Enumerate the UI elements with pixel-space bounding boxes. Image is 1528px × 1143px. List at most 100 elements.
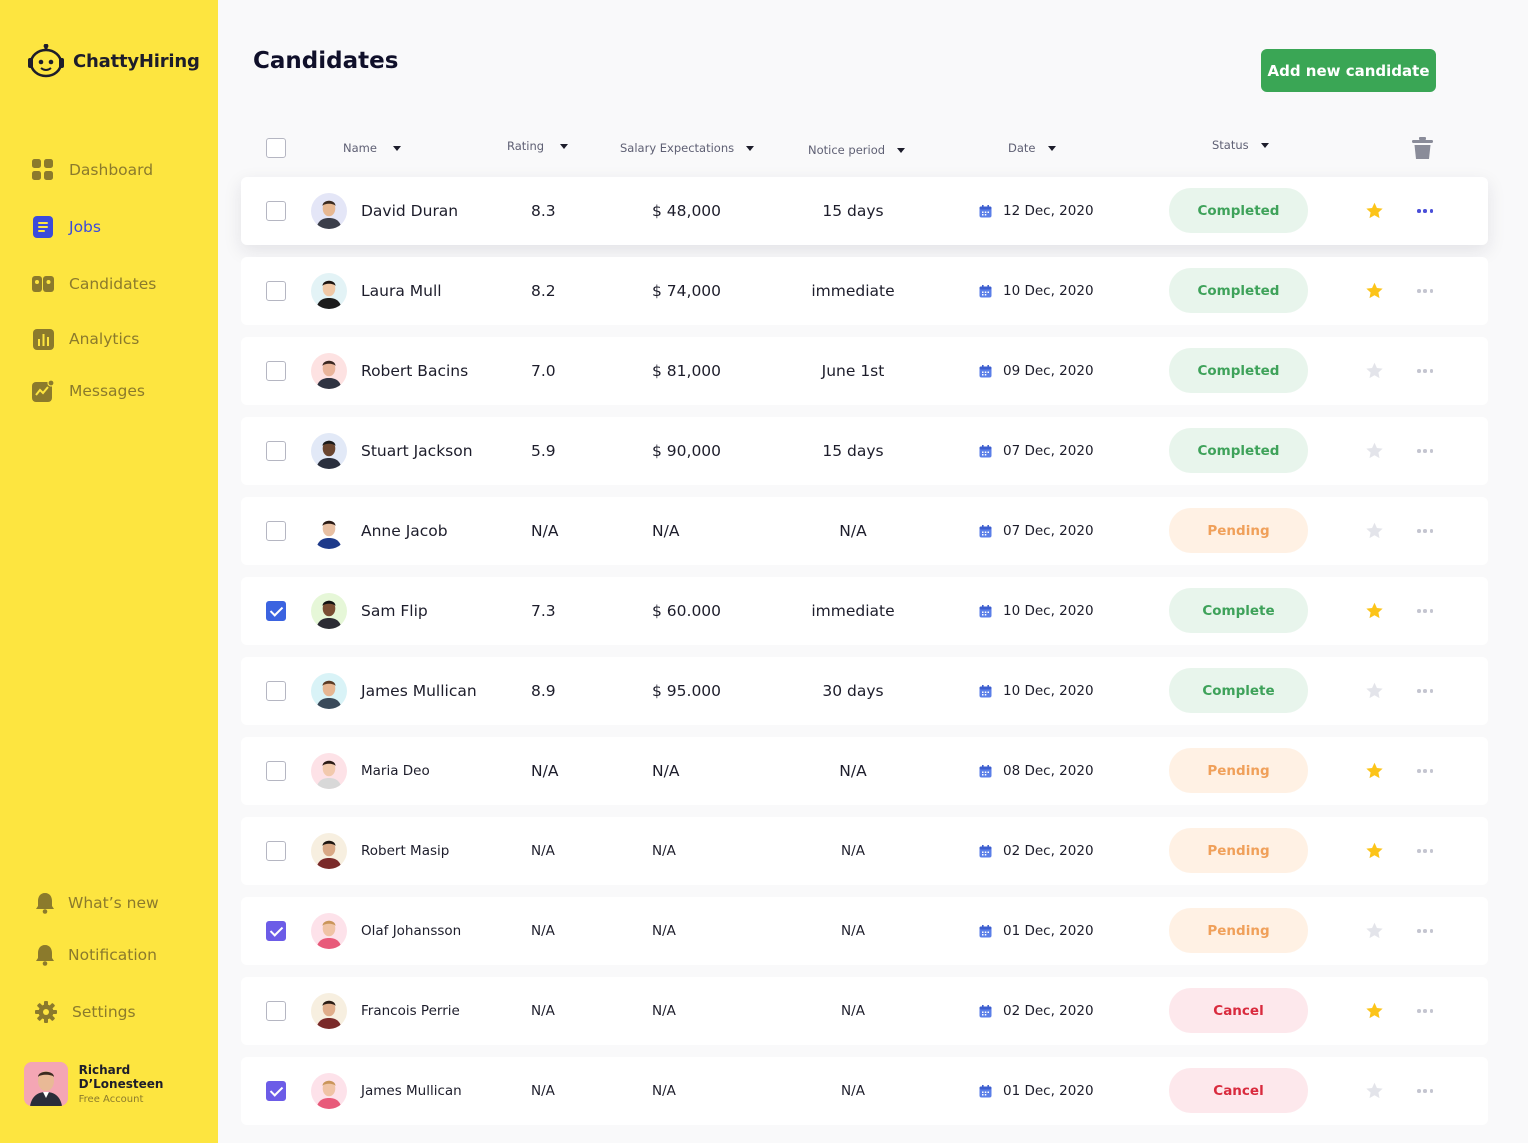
app-name: ChattyHiring xyxy=(73,50,200,72)
nav-label: Messages xyxy=(69,382,146,400)
more-options-icon[interactable] xyxy=(1417,1007,1433,1015)
candidate-name: Maria Deo xyxy=(361,763,430,779)
candidate-name: Francois Perrie xyxy=(361,1003,460,1019)
status-badge[interactable]: Pending xyxy=(1169,508,1308,553)
row-checkbox[interactable] xyxy=(266,361,286,381)
star-icon[interactable] xyxy=(1365,762,1384,780)
avatar xyxy=(311,913,347,949)
more-options-icon[interactable] xyxy=(1417,207,1433,215)
trash-icon[interactable] xyxy=(1412,137,1433,159)
more-options-icon[interactable] xyxy=(1417,847,1433,855)
table-row[interactable]: David Duran 8.3 $ 48,000 15 days 12 Dec, 20… xyxy=(241,177,1488,245)
nav-item-messages[interactable]: Messages xyxy=(32,380,145,402)
notice-period-value: N/A xyxy=(841,843,865,859)
add-new-candidate-button[interactable]: Add new candidate xyxy=(1261,49,1436,92)
nav-item-settings[interactable]: Settings xyxy=(35,1001,136,1023)
table-row[interactable]: Laura Mull 8.2 $ 74,000 immediate 10 Dec, 2… xyxy=(241,257,1488,325)
status-badge[interactable]: Completed xyxy=(1169,188,1308,233)
rating-value: N/A xyxy=(531,1003,555,1019)
nav-item-notification[interactable]: Notification xyxy=(34,944,157,966)
column-header-label: Notice period xyxy=(808,143,886,157)
table-row[interactable]: James Mullican 8.9 $ 95.000 30 days 10 Dec,… xyxy=(241,657,1488,725)
nav-item-candidates[interactable]: Candidates xyxy=(32,273,156,295)
row-checkbox[interactable] xyxy=(266,601,286,621)
more-options-icon[interactable] xyxy=(1417,687,1433,695)
star-icon[interactable] xyxy=(1365,202,1384,220)
column-header-name[interactable]: Name xyxy=(343,128,401,168)
table-row[interactable]: Robert Bacins 7.0 $ 81,000 June 1st 09 Dec,… xyxy=(241,337,1488,405)
status-badge[interactable]: Complete xyxy=(1169,588,1308,633)
date-value: 01 Dec, 2020 xyxy=(1003,1083,1094,1099)
calendar-icon xyxy=(979,364,992,377)
row-checkbox[interactable] xyxy=(266,281,286,301)
nav-item-analytics[interactable]: Analytics xyxy=(32,328,139,350)
row-checkbox[interactable] xyxy=(266,761,286,781)
more-options-icon[interactable] xyxy=(1417,1087,1433,1095)
user-profile[interactable]: Richard D’Lonesteen Free Account xyxy=(24,1062,218,1106)
more-options-icon[interactable] xyxy=(1417,287,1433,295)
star-icon[interactable] xyxy=(1365,842,1384,860)
star-icon[interactable] xyxy=(1365,1002,1384,1020)
robot-logo-icon xyxy=(28,44,64,78)
status-badge[interactable]: Completed xyxy=(1169,428,1308,473)
star-icon[interactable] xyxy=(1365,682,1384,700)
status-badge[interactable]: Pending xyxy=(1169,828,1308,873)
status-badge[interactable]: Cancel xyxy=(1169,1068,1308,1113)
avatar xyxy=(311,1073,347,1109)
column-header-rating[interactable]: Rating xyxy=(507,126,569,166)
status-badge[interactable]: Completed xyxy=(1169,268,1308,313)
row-checkbox[interactable] xyxy=(266,1001,286,1021)
row-checkbox[interactable] xyxy=(266,681,286,701)
star-icon[interactable] xyxy=(1365,922,1384,940)
row-checkbox[interactable] xyxy=(266,1081,286,1101)
star-icon[interactable] xyxy=(1365,282,1384,300)
nav-item-jobs[interactable]: Jobs xyxy=(32,216,101,238)
table-row[interactable]: Maria Deo N/A N/A N/A 08 Dec, 2020 Pending xyxy=(241,737,1488,805)
status-badge[interactable]: Completed xyxy=(1169,348,1308,393)
select-all-checkbox[interactable] xyxy=(266,138,286,158)
more-options-icon[interactable] xyxy=(1417,767,1433,775)
nav-item-dashboard[interactable]: Dashboard xyxy=(32,159,153,181)
star-icon[interactable] xyxy=(1365,442,1384,460)
date-value: 12 Dec, 2020 xyxy=(1003,203,1094,219)
table-row[interactable]: Anne Jacob N/A N/A N/A 07 Dec, 2020 Pending xyxy=(241,497,1488,565)
date-cell: 01 Dec, 2020 xyxy=(979,897,1094,965)
table-row[interactable]: Robert Masip N/A N/A N/A 02 Dec, 2020 Pendin… xyxy=(241,817,1488,885)
more-options-icon[interactable] xyxy=(1417,367,1433,375)
star-icon[interactable] xyxy=(1365,602,1384,620)
row-checkbox[interactable] xyxy=(266,921,286,941)
column-header-date[interactable]: Date xyxy=(1008,128,1056,168)
date-value: 07 Dec, 2020 xyxy=(1003,443,1094,459)
table-row[interactable]: Francois Perrie N/A N/A N/A 02 Dec, 2020 Can… xyxy=(241,977,1488,1045)
row-checkbox[interactable] xyxy=(266,441,286,461)
candidate-name: Robert Masip xyxy=(361,843,450,859)
more-options-icon[interactable] xyxy=(1417,527,1433,535)
row-checkbox[interactable] xyxy=(266,201,286,221)
notice-period-value: 15 days xyxy=(822,202,884,220)
more-options-icon[interactable] xyxy=(1417,447,1433,455)
status-badge[interactable]: Pending xyxy=(1169,748,1308,793)
star-icon[interactable] xyxy=(1365,522,1384,540)
app-logo[interactable]: ChattyHiring xyxy=(26,44,200,78)
column-header-status[interactable]: Status xyxy=(1212,125,1269,165)
table-row[interactable]: Sam Flip 7.3 $ 60.000 immediate 10 Dec, 202… xyxy=(241,577,1488,645)
star-icon[interactable] xyxy=(1365,1082,1384,1100)
nav-item-whats-new[interactable]: What’s new xyxy=(34,892,159,914)
calendar-icon xyxy=(979,764,992,777)
salary-value: N/A xyxy=(652,843,676,859)
status-badge[interactable]: Complete xyxy=(1169,668,1308,713)
star-icon[interactable] xyxy=(1365,362,1384,380)
more-options-icon[interactable] xyxy=(1417,927,1433,935)
row-checkbox[interactable] xyxy=(266,841,286,861)
column-header-salary[interactable]: Salary Expectations xyxy=(620,128,755,168)
row-checkbox[interactable] xyxy=(266,521,286,541)
table-row[interactable]: Olaf Johansson N/A N/A N/A 01 Dec, 2020 Pend… xyxy=(241,897,1488,965)
avatar xyxy=(311,433,347,469)
status-badge[interactable]: Pending xyxy=(1169,908,1308,953)
column-header-notice[interactable]: Notice period xyxy=(808,130,906,170)
table-row[interactable]: James Mullican N/A N/A N/A 01 Dec, 2020 Canc… xyxy=(241,1057,1488,1125)
table-row[interactable]: Stuart Jackson 5.9 $ 90,000 15 days 07 Dec,… xyxy=(241,417,1488,485)
column-header-label: Rating xyxy=(507,139,545,153)
more-options-icon[interactable] xyxy=(1417,607,1433,615)
status-badge[interactable]: Cancel xyxy=(1169,988,1308,1033)
